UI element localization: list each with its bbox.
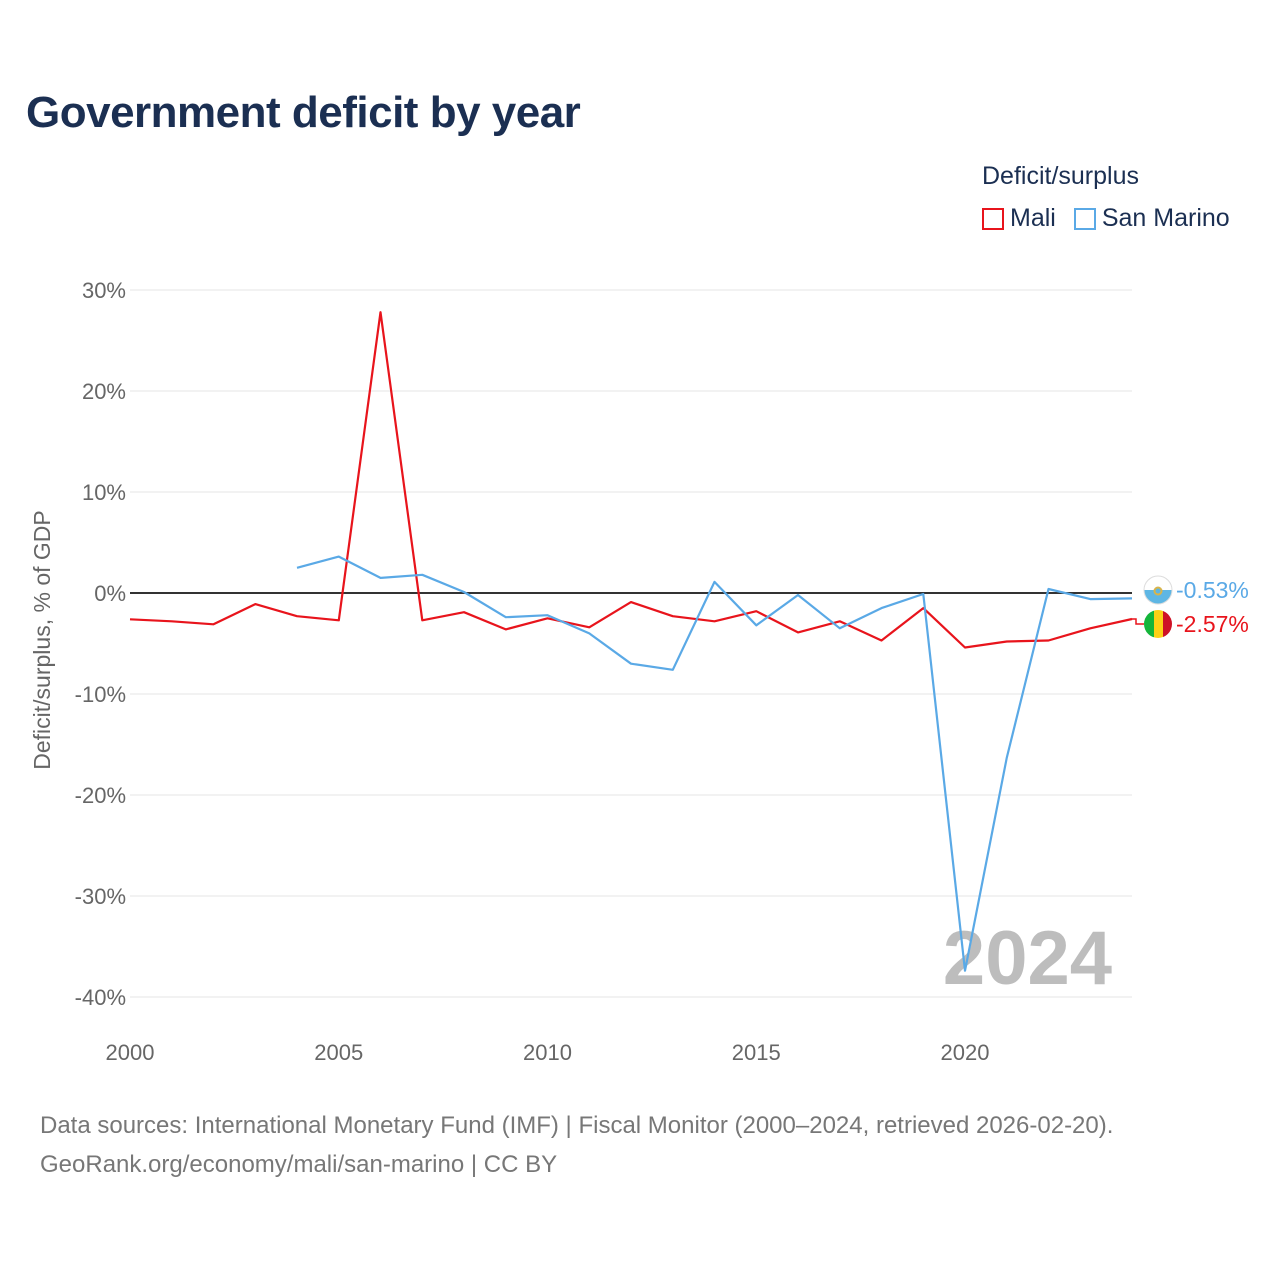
san-marino-flag-icon <box>1144 576 1172 604</box>
source-line-1: Data sources: International Monetary Fun… <box>40 1112 1114 1139</box>
y-tick-label: 30% <box>82 278 126 303</box>
legend-label-mali: Mali <box>1010 204 1056 232</box>
y-tick-label: 20% <box>82 379 126 404</box>
legend-title: Deficit/surplus <box>982 162 1139 190</box>
x-tick-label: 2005 <box>314 1040 363 1065</box>
x-tick-label: 2015 <box>732 1040 781 1065</box>
y-tick-label: 0% <box>94 581 126 606</box>
source-line-2[interactable]: GeoRank.org/economy/mali/san-marino | CC… <box>40 1151 558 1178</box>
y-tick-label: -20% <box>75 783 126 808</box>
series-line-san-marino[interactable] <box>296 555 1133 972</box>
series-line-mali[interactable] <box>129 311 1133 649</box>
y-axis-title: Deficit/surplus, % of GDP <box>29 510 55 769</box>
legend-swatch-san-marino <box>1073 207 1096 230</box>
legend-label-san-marino: San Marino <box>1101 204 1230 232</box>
y-tick-label: -30% <box>75 884 126 909</box>
chart-title: Government deficit by year <box>26 88 581 137</box>
end-label-mali: -2.57% <box>1176 611 1249 637</box>
x-tick-label: 2000 <box>106 1040 155 1065</box>
y-tick-label: -10% <box>75 682 126 707</box>
y-tick-label: -40% <box>75 985 126 1010</box>
x-axis-ticks: 2000 2005 2010 2015 2020 <box>106 1040 990 1065</box>
series <box>129 311 1144 972</box>
san-marino-flag-border <box>1143 575 1173 605</box>
end-label-san-marino: -0.53% <box>1176 577 1249 603</box>
year-watermark: 2024 <box>943 916 1112 1001</box>
legend-swatch-mali <box>982 207 1004 230</box>
x-tick-label: 2010 <box>523 1040 572 1065</box>
grid <box>130 289 1132 998</box>
connector-mali <box>1132 618 1144 625</box>
legend-item-mali[interactable]: Mali <box>982 204 1056 233</box>
x-tick-label: 2020 <box>941 1040 990 1065</box>
legend-item-san-marino[interactable]: San Marino <box>1073 204 1230 233</box>
mali-flag-icon <box>1144 610 1172 638</box>
source-note: Data sources: International Monetary Fun… <box>40 1106 1113 1184</box>
legend: Mali San Marino <box>982 204 1230 233</box>
y-axis-ticks: 30% 20% 10% 0% -10% -20% -30% -40% <box>75 278 126 1010</box>
y-tick-label: 10% <box>82 480 126 505</box>
